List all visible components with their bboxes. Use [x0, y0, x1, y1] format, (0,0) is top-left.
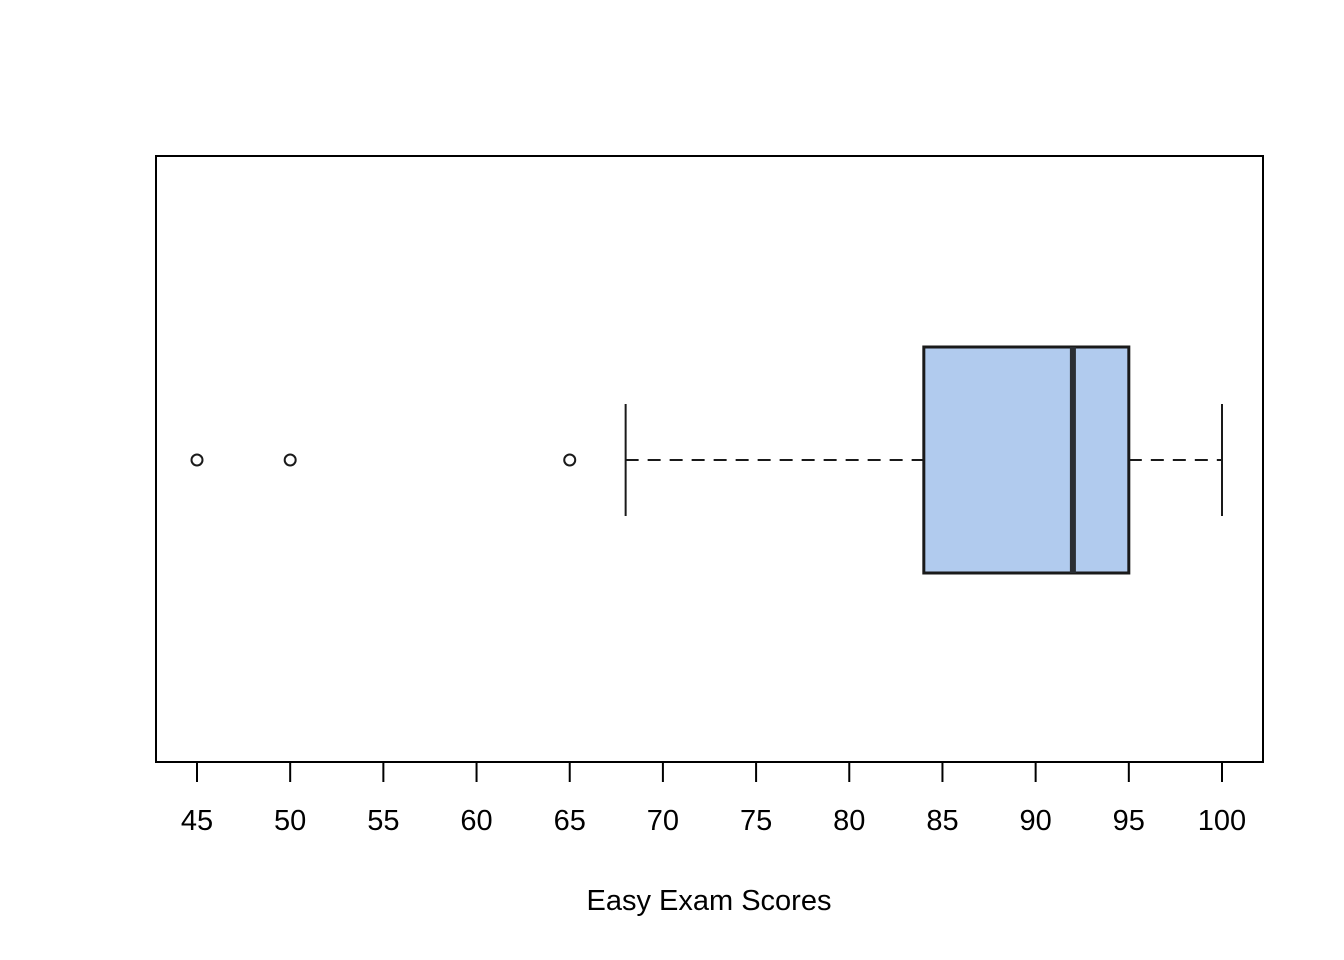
x-tick-label: 85	[926, 805, 958, 837]
x-tick-label: 50	[274, 805, 306, 837]
outlier-point	[563, 453, 577, 467]
axis-layer: 45 50 55 60 65 70 75 80 85 90 95 100	[181, 762, 1246, 837]
x-tick-label: 90	[1020, 805, 1052, 837]
x-tick-label: 100	[1198, 805, 1246, 837]
box-layer	[922, 345, 1131, 575]
outliers-layer	[190, 453, 577, 467]
outlier-point	[190, 453, 204, 467]
x-tick-label: 70	[647, 805, 679, 837]
x-tick-label: 75	[740, 805, 772, 837]
plot-border	[155, 155, 1264, 763]
x-tick-label: 95	[1113, 805, 1145, 837]
x-tick-label: 55	[367, 805, 399, 837]
x-tick-label: 65	[554, 805, 586, 837]
iqr-box	[922, 345, 1131, 575]
outlier-point	[283, 453, 297, 467]
x-tick-label: 60	[460, 805, 492, 837]
whiskers-layer	[624, 404, 1223, 516]
x-tick-label: 45	[181, 805, 213, 837]
x-axis-title: Easy Exam Scores	[587, 885, 832, 917]
x-tick-label: 80	[833, 805, 865, 837]
